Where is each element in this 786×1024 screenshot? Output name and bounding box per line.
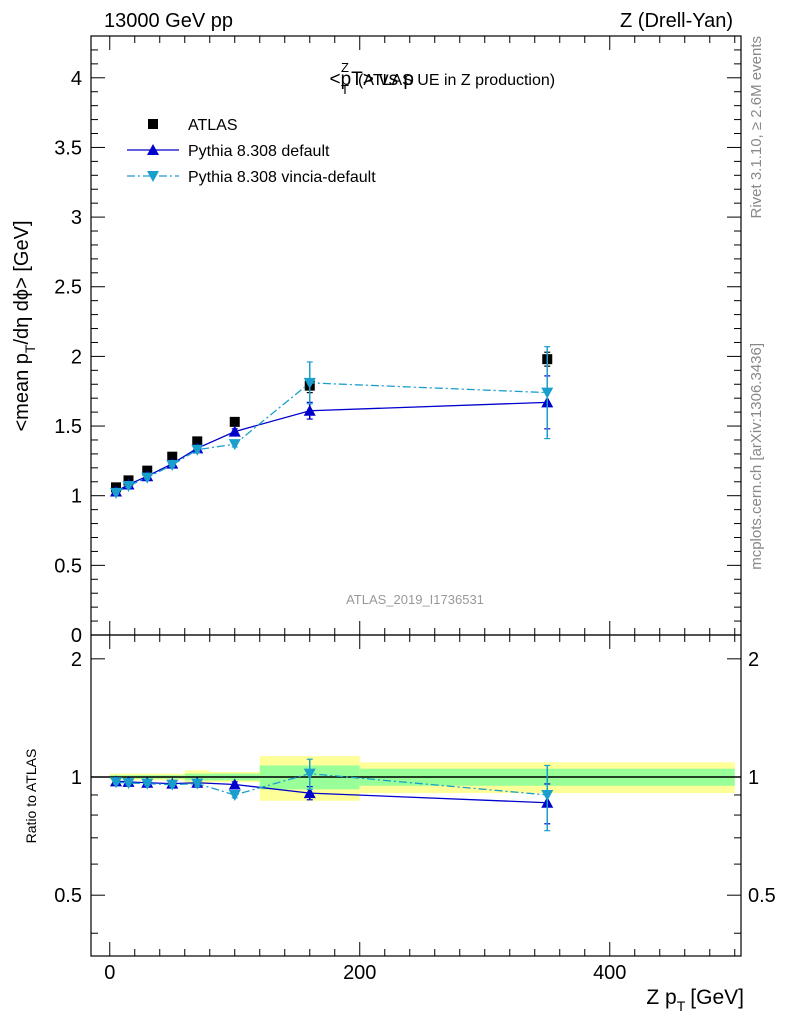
legend-marker [148,119,158,129]
main-default-point [303,404,316,416]
plot-title-main: <pT> vs p [330,69,415,90]
header-left: 13000 GeV pp [104,10,233,32]
main-y-tick-label: 0 [71,625,82,647]
ratio-y-tick-label-right: 0.5 [748,885,776,907]
ratio-vincia-point [141,778,154,790]
ratio-vincia-point [303,768,316,780]
main-y-tick-label: 0.5 [54,555,82,577]
plot-title: <pT> vs p [330,69,415,90]
main-vincia-line [115,382,548,494]
main-vincia-point [166,460,179,472]
x-axis-label: Z pT [GeV] [646,986,744,1014]
rivet-label: Rivet 3.1.10, ≥ 2.6M events [748,36,765,219]
ratio-vincia-point [228,789,241,801]
legend-marker [147,171,159,182]
main-atlas-point [229,416,240,427]
ratio-panel: 0 200 400 0.5 0.5 1 1 2 2 [54,634,776,984]
x-axis-label-b: [GeV] [690,986,744,1009]
main-y-tick-label: 3 [71,207,82,229]
legend: ATLAS Pythia 8.308 default Pythia 8.308 vi… [127,117,376,186]
header-right: Z (Drell-Yan) [620,10,733,32]
x-axis-label-sub: T [677,998,686,1014]
ratio-vincia-point [122,778,135,790]
main-y-tick-label: 2.5 [54,277,82,299]
legend-label: Pythia 8.308 vincia-default [188,169,376,186]
ratio-vincia-point [166,779,179,791]
ratio-frame [90,634,742,957]
ratio-y-tick-label-right: 2 [748,649,759,671]
ratio-vincia-point [191,778,204,790]
ratio-default-point [228,778,241,790]
main-default-point [228,425,241,437]
x-tick-label: 200 [343,962,376,984]
main-y-tick-label: 1 [71,486,82,508]
main-y-label: <mean pT/dη dϕ> [GeV] [11,220,38,431]
main-atlas-point [192,436,203,447]
analysis-id: ATLAS_2019_I1736531 [346,592,484,607]
main-y-label-sub: T [22,344,38,353]
mcplots-label: mcplots.cern.ch [arXiv:1306.3436] [748,343,765,570]
ratio-default-point [303,787,316,799]
main-vincia-point [541,387,554,399]
x-axis-label-a: Z p [646,986,676,1009]
main-y-label-a: <mean p [11,353,33,431]
ratio-vincia-point [110,777,122,789]
main-y-tick-label: 3.5 [54,137,82,159]
ratio-y-tick-label: 1 [71,767,82,789]
ratio-y-tick-label: 2 [71,649,82,671]
ratio-y-tick-label: 0.5 [54,885,82,907]
plot-title-sub: T [341,82,349,97]
main-y-tick-label: 2 [71,346,82,368]
main-vincia-point [228,439,241,451]
main-vincia-point [122,480,135,492]
ratio-y-tick-label-right: 1 [748,767,759,789]
plot-title-sup: Z [341,60,349,75]
legend-marker [147,144,159,155]
ratio-y-label: Ratio to ATLAS [23,749,39,844]
main-vincia-point [191,444,204,456]
main-y-tick-label: 4 [71,68,82,90]
x-tick-label: 0 [104,962,115,984]
ratio-vincia-point [541,789,554,801]
ratio-vincia-line [115,772,548,796]
legend-label: ATLAS [188,117,238,134]
x-tick-label: 400 [593,962,626,984]
main-default-line [115,401,548,493]
main-vincia-point [303,377,316,389]
main-panel: 0 0.5 1 1.5 2 2.5 3 3.5 4 [54,35,742,647]
legend-label: Pythia 8.308 default [188,143,330,160]
main-vincia-point [141,472,154,484]
main-atlas-point [167,451,178,462]
main-y-tick-label: 1.5 [54,416,82,438]
main-vincia-point [110,487,122,499]
main-y-label-b: /dη dϕ> [GeV] [11,220,33,344]
plot-title-suffix: (ATLAS UE in Z production) [358,72,555,89]
